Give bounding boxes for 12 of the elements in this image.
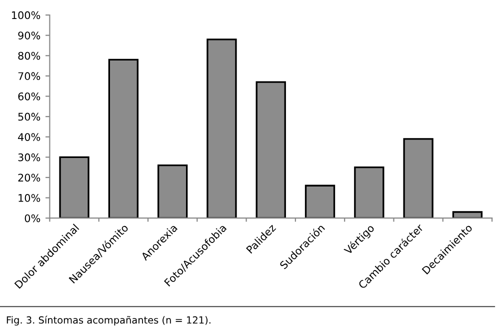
y-tick-label: 30% — [18, 153, 40, 162]
y-tick-label: 70% — [18, 72, 40, 80]
y-tick-label: 40% — [18, 133, 40, 141]
y-tick-label: 0% — [24, 214, 40, 222]
y-tick-label: 50% — [18, 112, 40, 121]
y-tick-label: 20% — [18, 174, 40, 182]
y-tick-label: 80% — [18, 52, 40, 60]
caption: Fig. 3. Síntomas acompañantes (n = 121). — [6, 316, 210, 326]
y-tick-label: 100% — [12, 11, 40, 20]
y-tick-label: 60% — [18, 92, 40, 100]
y-tick-label: 10% — [18, 194, 40, 202]
y-tick-label: 90% — [18, 32, 40, 40]
